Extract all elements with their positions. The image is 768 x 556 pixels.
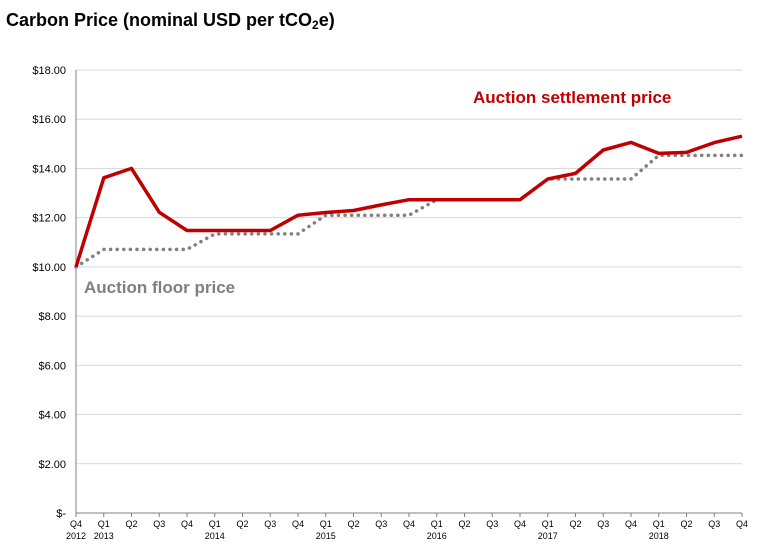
series-line-floor (74, 153, 744, 269)
x-tick-label-quarter: Q3 (486, 519, 498, 529)
x-tick-label-quarter: Q2 (680, 519, 692, 529)
x-tick-label-quarter: Q4 (292, 519, 304, 529)
y-tick-label: $8.00 (38, 311, 66, 323)
x-tick-label-quarter: Q3 (264, 519, 276, 529)
x-tick-label-quarter: Q1 (542, 519, 554, 529)
x-tick-label-quarter: Q3 (375, 519, 387, 529)
x-tick-label-year: 2018 (649, 531, 669, 541)
x-tick-label-year: 2013 (94, 531, 114, 541)
y-tick-label: $2.00 (38, 459, 66, 471)
x-tick-label-quarter: Q4 (514, 519, 526, 529)
y-tick-label: $4.00 (38, 410, 66, 422)
x-tick-label-quarter: Q2 (347, 519, 359, 529)
series-line-settlement (74, 134, 743, 268)
x-tick-label-quarter: Q1 (653, 519, 665, 529)
x-tick-label-quarter: Q1 (209, 519, 221, 529)
chart-title-subscript: 2 (312, 18, 319, 32)
x-tick-label-quarter: Q4 (181, 519, 193, 529)
x-tick-label-year: 2014 (205, 531, 225, 541)
x-tick-label-year: 2016 (427, 531, 447, 541)
x-tick-label-quarter: Q2 (569, 519, 581, 529)
x-tick-label-quarter: Q1 (431, 519, 443, 529)
x-tick-label-year: 2017 (538, 531, 558, 541)
y-tick-label: $16.00 (32, 114, 66, 126)
x-tick-label-year: 2012 (66, 531, 86, 541)
x-tick-label-quarter: Q4 (403, 519, 415, 529)
y-tick-label: $- (56, 508, 66, 520)
x-tick-label-quarter: Q2 (458, 519, 470, 529)
series-label-floor: Auction floor price (84, 278, 235, 297)
series-label-settlement: Auction settlement price (473, 88, 671, 107)
y-tick-label: $18.00 (32, 65, 66, 77)
chart-title-suffix: e) (318, 10, 335, 30)
y-tick-label: $14.00 (32, 163, 66, 175)
x-tick-label-quarter: Q3 (597, 519, 609, 529)
x-tick-label-quarter: Q2 (125, 519, 137, 529)
x-tick-label-quarter: Q4 (70, 519, 82, 529)
x-tick-label-quarter: Q3 (153, 519, 165, 529)
x-tick-label-quarter: Q2 (236, 519, 248, 529)
y-tick-label: $10.00 (32, 262, 66, 274)
x-tick-label-quarter: Q4 (625, 519, 637, 529)
x-tick-label-quarter: Q1 (320, 519, 332, 529)
x-tick-label-quarter: Q3 (708, 519, 720, 529)
y-tick-label: $6.00 (38, 360, 66, 372)
x-tick-label-year: 2015 (316, 531, 336, 541)
x-tick-label-quarter: Q4 (736, 519, 748, 529)
y-tick-label: $12.00 (32, 213, 66, 225)
chart-title: Carbon Price (nominal USD per tCO2e) (6, 10, 335, 32)
x-tick-label-quarter: Q1 (98, 519, 110, 529)
chart-title-main: Carbon Price (nominal USD per tCO (6, 10, 313, 30)
